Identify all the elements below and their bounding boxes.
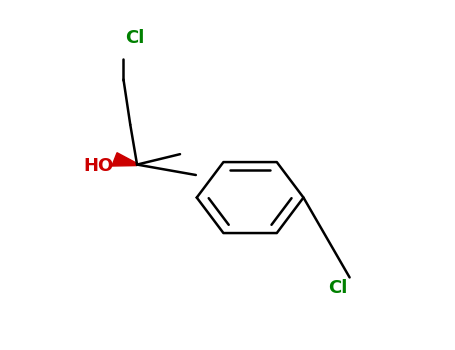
Polygon shape — [112, 153, 137, 166]
Text: Cl: Cl — [329, 279, 348, 297]
Text: Cl: Cl — [125, 29, 145, 47]
Text: HO: HO — [83, 157, 114, 175]
